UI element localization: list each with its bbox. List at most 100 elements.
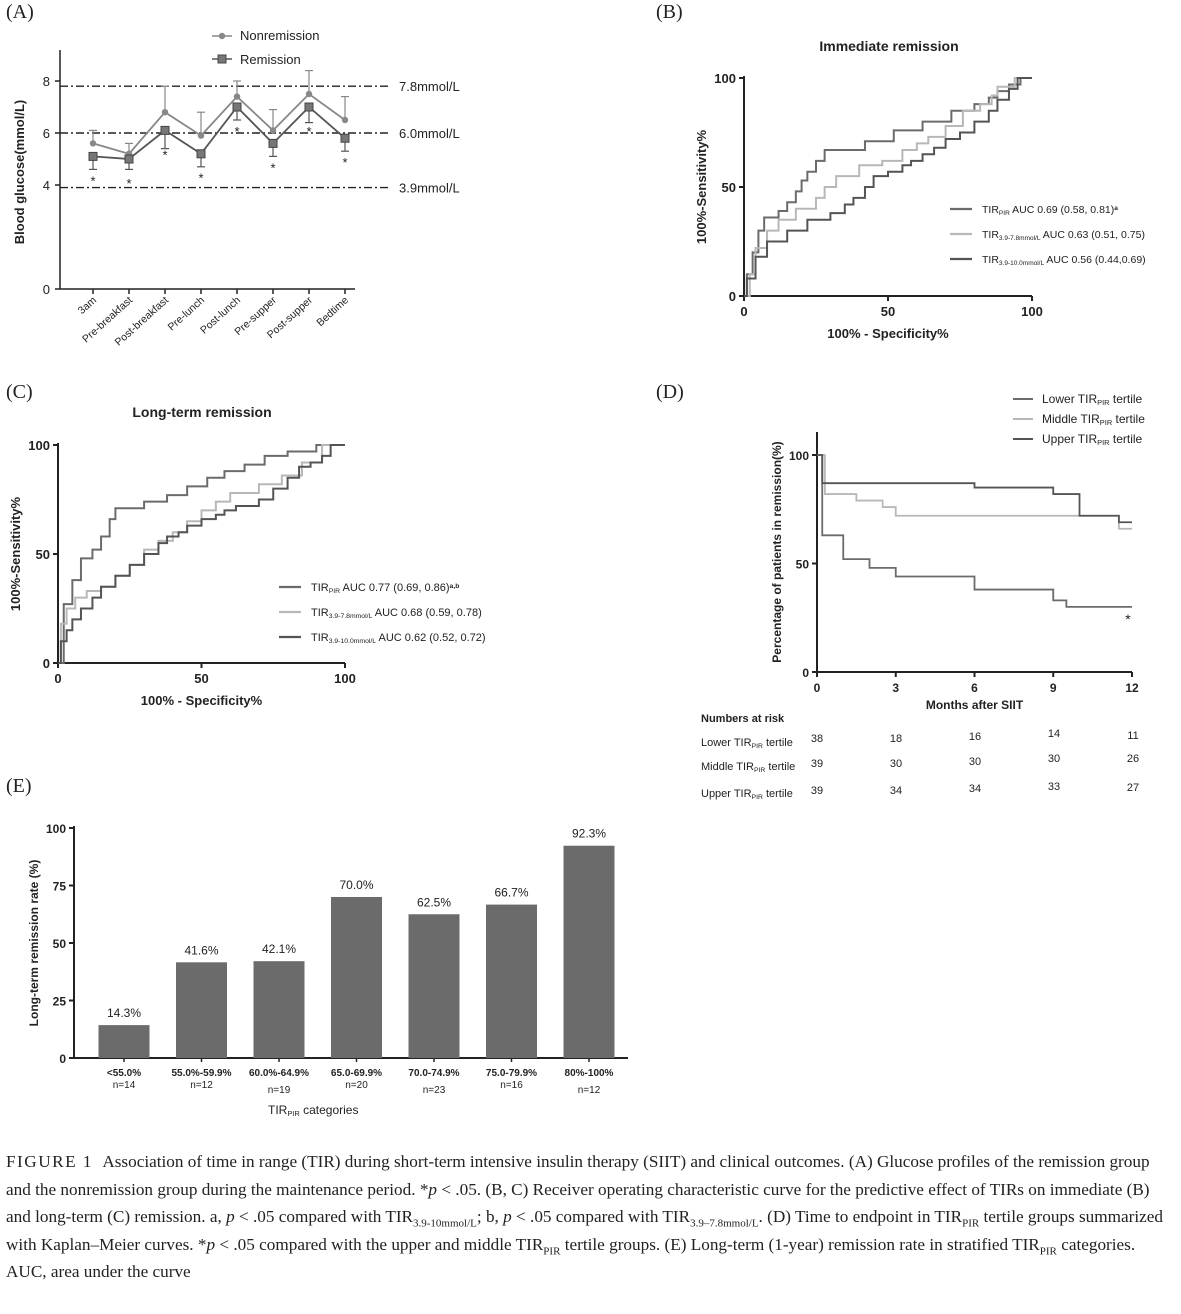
panel-a-point	[340, 133, 350, 143]
panel-a-legend-marker	[217, 54, 227, 64]
panel-b-y-label: 100%-Sensitivity%	[694, 129, 709, 244]
panel-d-km-curve	[817, 454, 1132, 524]
panel-b-roc-curve	[744, 77, 1032, 297]
panel-b-title: Immediate remission	[819, 38, 958, 54]
panel-a-point	[89, 140, 97, 147]
panel-a-letter: (A)	[6, 1, 34, 23]
panel-e-x-category-label: <55.0%	[107, 1068, 141, 1079]
panel-d-risk-value: 11	[1127, 730, 1138, 742]
panel-d-x-tick-label: 6	[971, 681, 978, 695]
panel-d-x-tick-label: 3	[892, 681, 899, 695]
panel-d-risk-value: 14	[1048, 728, 1060, 740]
panel-c-y-tick-label: 100	[28, 438, 50, 453]
panel-d-risk-value: 38	[811, 733, 823, 745]
panel-e-y-label: Long-term remission rate (%)	[27, 860, 41, 1027]
panel-d-x-tick-label: 9	[1050, 681, 1057, 695]
panel-a-y-label: Blood glucose(mmol/L)	[12, 100, 27, 244]
panel-b-roc-curve	[744, 77, 1032, 297]
panel-d-risk-value: 30	[969, 756, 981, 768]
panel-e-bar	[563, 845, 615, 1058]
panel-a-point	[233, 93, 241, 100]
panel-e-n-label: n=12	[578, 1085, 601, 1096]
panel-a-point	[269, 127, 277, 134]
panel-a-significance-star: *	[306, 124, 311, 139]
panel-e-letter: (E)	[6, 775, 32, 797]
panel-c-legend-label: TIR3.9-7.8mmol/L AUC 0.68 (0.59, 0.78)	[311, 607, 482, 620]
caption-text-run: . (D) Time to endpoint in TIR	[758, 1207, 963, 1226]
caption-text-run: PIR	[1039, 1244, 1057, 1257]
caption-text-run: Association of time in range (TIR) durin…	[6, 1152, 1150, 1199]
panel-c-x-label: 100% - Specificity%	[141, 693, 263, 708]
panel-a-y-tick-label: 6	[43, 126, 50, 141]
panel-a-ref-label: 6.0mmol/L	[399, 126, 460, 141]
panel-c-legend-label: TIRPIR AUC 0.77 (0.69, 0.86)a,b	[311, 582, 459, 595]
panel-a-point	[305, 90, 313, 98]
panel-e-n-label: n=19	[268, 1085, 291, 1096]
caption-figure-label: FIGURE 1	[6, 1152, 93, 1171]
panel-d-risk-value: 30	[1048, 753, 1060, 765]
panel-a-point	[268, 138, 278, 148]
panel-c-roc-curve	[58, 444, 345, 664]
panel-a-point	[304, 102, 314, 112]
panel-e-n-label: n=20	[345, 1080, 368, 1091]
panel-c-legend-label: TIR3.9-10.0mmol/L AUC 0.62 (0.52, 0.72)	[311, 632, 486, 645]
panel-c-x-tick-label: 0	[54, 671, 61, 686]
panel-e-n-label: n=23	[423, 1085, 446, 1096]
panel-e-x-category-label: 65.0-69.9%	[331, 1068, 382, 1079]
panel-a-ref-label: 7.8mmol/L	[399, 79, 460, 94]
panel-d-legend-label: Lower TIRPIR tertile	[1042, 392, 1143, 407]
panel-a-significance-star: *	[198, 171, 203, 186]
panel-e-x-label: TIRPIR categories	[268, 1103, 358, 1118]
panel-d-risk-value: 39	[811, 785, 823, 797]
caption-text-run: p	[226, 1207, 235, 1226]
panel-a-x-tick-label: Bedtime	[314, 294, 351, 329]
panel-b-legend-label: TIR3.9-7.8mmol/L AUC 0.63 (0.51, 0.75)	[982, 229, 1145, 242]
panel-d-x-tick-label: 12	[1125, 681, 1139, 695]
panel-e-x-category-label: 60.0%-64.9%	[249, 1068, 309, 1079]
panel-e-bar	[408, 914, 460, 1058]
panel-e-bar-label: 62.5%	[417, 895, 451, 909]
panel-e-bar	[331, 897, 382, 1058]
panel-e-y-tick-label: 0	[59, 1052, 66, 1066]
panel-e-x-category-label: 75.0-79.9%	[486, 1068, 537, 1079]
caption-text-run: p	[428, 1179, 438, 1199]
panel-d-letter: (D)	[656, 381, 684, 403]
panel-b-legend-label: TIRPIR AUC 0.69 (0.58, 0.81)a	[982, 204, 1118, 217]
figure-caption: FIGURE 1 Association of time in range (T…	[6, 1148, 1174, 1286]
panel-c-y-tick-label: 50	[36, 547, 50, 562]
panel-e-bar-label: 42.1%	[262, 942, 296, 956]
panel-d-risk-value: 30	[890, 758, 902, 770]
panel-d-risk-row-label: Upper TIRPIR tertile	[701, 788, 793, 801]
panel-d-legend-label: Upper TIRPIR tertile	[1042, 432, 1143, 447]
panel-d-legend-label: Middle TIRPIR tertile	[1042, 412, 1145, 427]
panel-c-title: Long-term remission	[132, 404, 271, 420]
panel-d-risk-value: 34	[890, 785, 902, 797]
panel-a-y-tick-label: 0	[43, 282, 50, 297]
panel-b-y-tick-label: 50	[722, 180, 736, 195]
panel-b-legend-label: TIR3.9-10.0mmol/L AUC 0.56 (0.44,0.69)	[982, 254, 1146, 267]
caption-body: Association of time in range (TIR) durin…	[6, 1152, 1163, 1281]
panel-a-point	[232, 102, 242, 112]
caption-text-run: 3.9-10mmol/L	[413, 1217, 477, 1230]
panel-d-risk-row-label: Middle TIRPIR tertile	[701, 761, 795, 774]
panel-b-y-tick-label: 100	[714, 71, 736, 86]
panel-e-bar-label: 66.7%	[494, 886, 528, 900]
panel-b-x-tick-label: 100	[1021, 304, 1043, 319]
caption-text-run: 3.9–7.8mmol/L	[690, 1217, 759, 1230]
panel-e-x-category-label: 55.0%-59.9%	[171, 1068, 231, 1079]
panel-c-y-tick-label: 0	[43, 656, 50, 671]
caption-text-run: p	[206, 1234, 216, 1254]
panel-b-x-label: 100% - Specificity%	[827, 326, 949, 341]
panel-e-bar-label: 70.0%	[339, 878, 373, 892]
panel-d-y-tick-label: 0	[802, 666, 809, 680]
panel-a-ref-label: 3.9mmol/L	[399, 181, 460, 196]
panel-e-n-label: n=14	[113, 1080, 136, 1091]
panel-d-risk-value: 26	[1127, 753, 1139, 765]
panel-a-legend-label: Remission	[240, 52, 301, 67]
panel-c-roc-curve	[58, 444, 345, 664]
panel-d-y-tick-label: 50	[796, 558, 810, 572]
panel-b-letter: (B)	[656, 1, 683, 23]
panel-d-risk-value: 33	[1048, 781, 1060, 793]
panel-e-bar	[176, 962, 227, 1058]
panel-e-y-tick-label: 100	[46, 822, 66, 836]
